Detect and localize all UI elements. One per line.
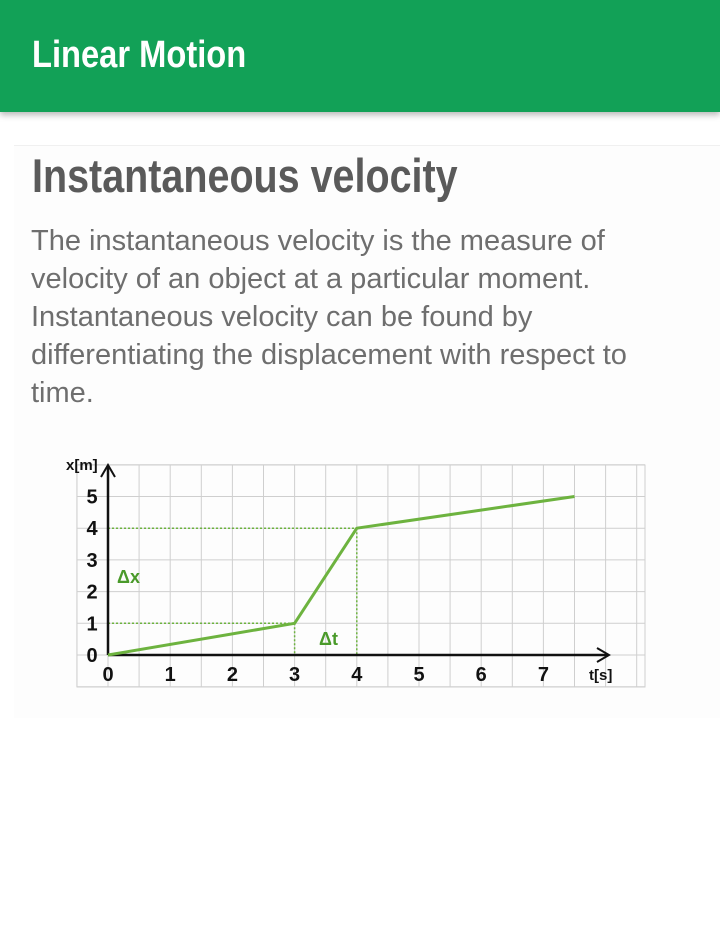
section-title: Instantaneous velocity <box>32 149 458 202</box>
x-tick-label: 7 <box>538 664 549 686</box>
y-tick-label: 0 <box>86 645 97 667</box>
x-tick-label: 4 <box>351 664 363 686</box>
x-tick-label: 2 <box>227 664 238 686</box>
app-bar: Linear Motion <box>0 0 720 112</box>
delta-x-annotation: Δx <box>117 567 140 587</box>
app-title: Linear Motion <box>32 34 247 76</box>
grid-border <box>76 464 646 688</box>
x-tick-label: 3 <box>289 664 300 686</box>
series-line-position <box>107 495 575 657</box>
chart-guides <box>108 527 358 655</box>
chart-tick-labels: 0 1 2 3 4 5 6 7 0 1 2 3 4 5 <box>86 487 549 687</box>
y-tick-label: 4 <box>86 518 98 540</box>
y-tick-label: 1 <box>86 613 97 635</box>
chart-axes <box>100 463 611 663</box>
x-axis-arrow <box>596 647 611 663</box>
x-axis-label: t[s] <box>589 667 612 684</box>
y-axis-arrow <box>100 463 116 478</box>
y-tick-label: 5 <box>86 487 97 509</box>
x-tick-label: 5 <box>413 664 424 686</box>
x-tick-label: 6 <box>476 664 487 686</box>
section-description: The instantaneous velocity is the measur… <box>31 225 627 409</box>
y-tick-label: 2 <box>86 582 97 604</box>
delta-t-annotation: Δt <box>319 629 338 649</box>
y-tick-label: 3 <box>86 550 97 572</box>
y-axis-label: x[m] <box>66 457 98 474</box>
content-card <box>14 145 720 718</box>
x-tick-label: 1 <box>165 664 176 686</box>
x-tick-label: 0 <box>102 664 113 686</box>
